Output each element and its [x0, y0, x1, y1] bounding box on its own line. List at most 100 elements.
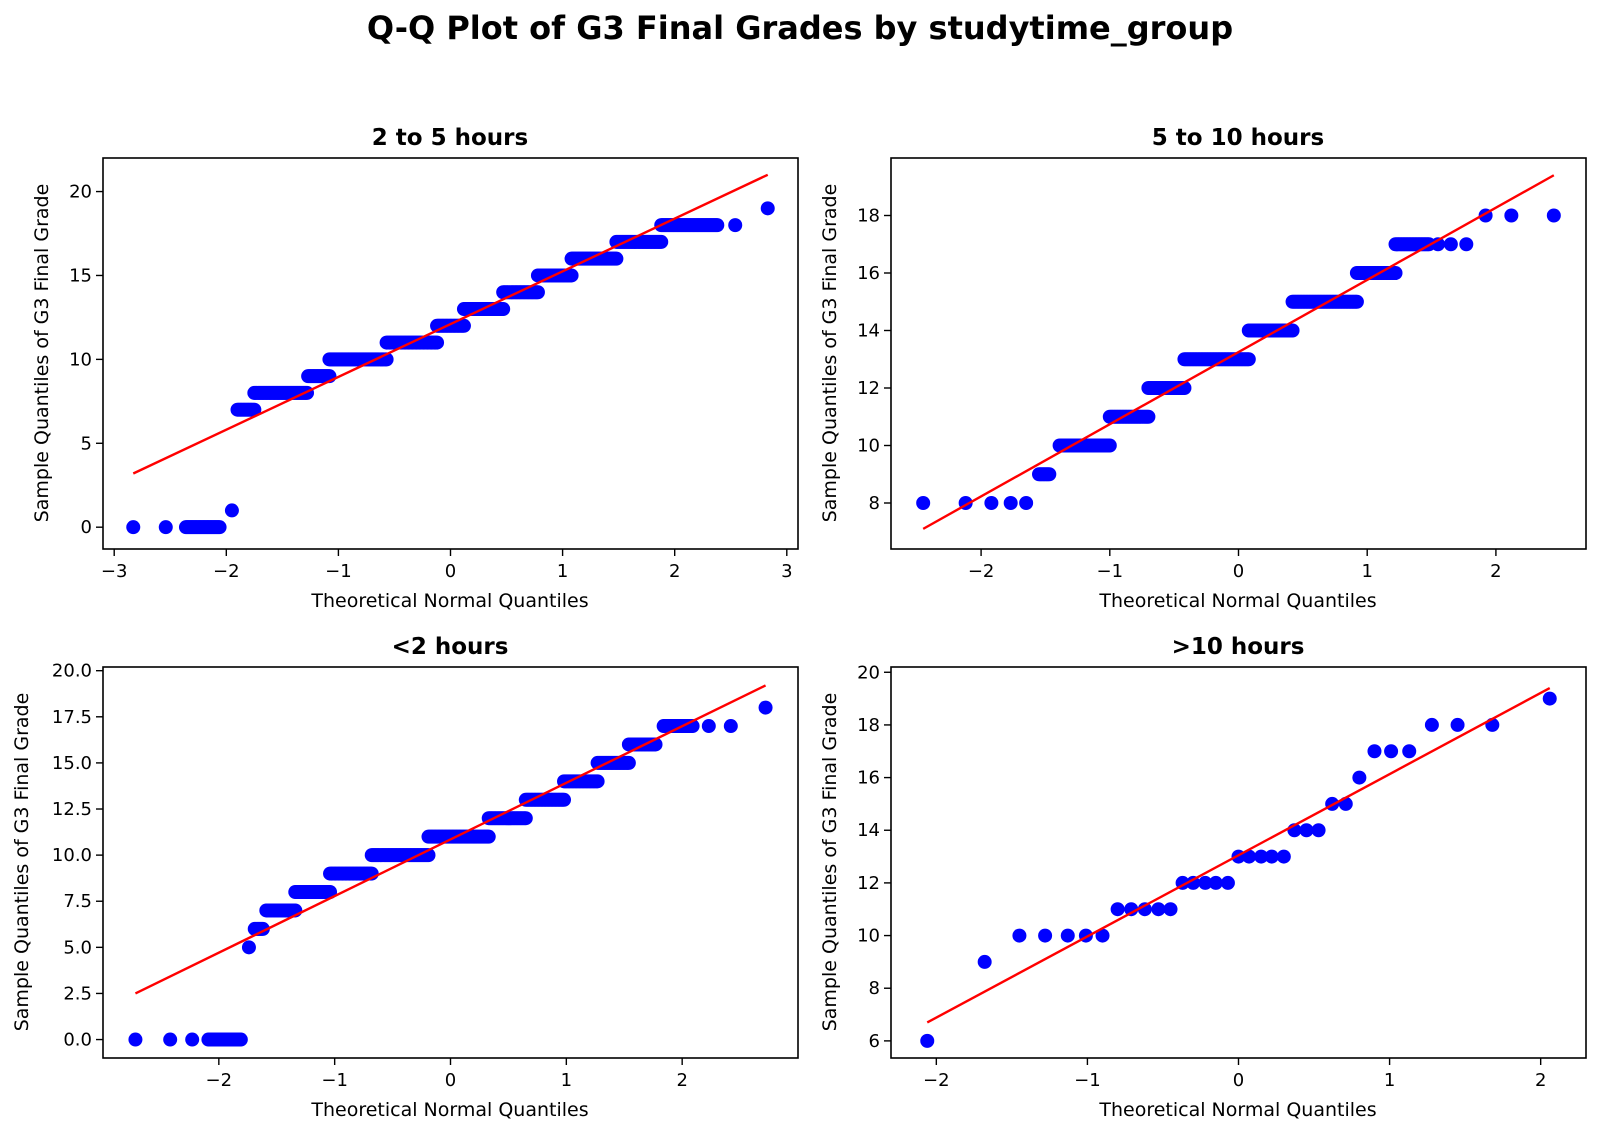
data-point: [1038, 928, 1053, 943]
y-tick-label: 2.5: [63, 983, 92, 1004]
data-point: [1276, 849, 1291, 864]
data-point: [728, 218, 743, 233]
data-point: [1352, 770, 1367, 785]
figure-title: Q-Q Plot of G3 Final Grades by studytime…: [367, 9, 1233, 47]
y-tick-label: 18: [857, 206, 880, 227]
x-tick-label: 1: [557, 561, 568, 582]
data-point: [1349, 294, 1364, 309]
data-point: [621, 755, 636, 770]
data-point: [701, 719, 716, 734]
data-point: [1060, 928, 1075, 943]
data-point: [1198, 875, 1213, 890]
data-point: [518, 811, 533, 826]
data-point: [126, 520, 141, 535]
data-point: [1124, 902, 1139, 917]
data-point: [1402, 744, 1417, 759]
data-point: [1546, 208, 1561, 223]
y-tick-label: 10.0: [52, 845, 92, 866]
x-tick-label: −2: [213, 561, 240, 582]
x-tick-label: 0: [445, 561, 456, 582]
x-tick-label: 3: [781, 561, 792, 582]
data-point: [977, 954, 992, 969]
reference-line: [134, 684, 767, 995]
y-tick-label: 0: [81, 517, 92, 538]
y-tick-label: 16: [857, 263, 880, 284]
panel-under-2-hours: <2 hours Theoretical Normal Quantiles Sa…: [11, 634, 799, 1121]
panel-5-to-10-hours: 5 to 10 hours Theoretical Normal Quantil…: [819, 125, 1587, 612]
data-point: [1504, 208, 1519, 223]
data-point: [654, 234, 669, 249]
y-tick-label: 18: [857, 715, 880, 736]
x-tick-label: −1: [1097, 561, 1124, 582]
data-point: [530, 285, 545, 300]
x-axis-label: Theoretical Normal Quantiles: [310, 590, 588, 612]
data-point: [212, 520, 227, 535]
x-tick-label: −3: [101, 561, 128, 582]
x-axis-label: Theoretical Normal Quantiles: [1098, 590, 1376, 612]
y-tick-label: 12: [857, 378, 880, 399]
y-tick-label: 16: [857, 768, 880, 789]
y-tick-label: 15: [69, 265, 92, 286]
data-point: [1285, 323, 1300, 338]
data-point: [760, 201, 775, 216]
data-point: [564, 268, 579, 283]
data-point: [158, 520, 173, 535]
y-tick-label: 20: [69, 182, 92, 203]
y-tick-label: 5.0: [63, 937, 92, 958]
data-point: [430, 335, 445, 350]
y-axis-label: Sample Quantiles of G3 Final Grade: [31, 184, 53, 523]
data-point: [481, 829, 496, 844]
data-point: [1241, 352, 1256, 367]
data-point: [1186, 875, 1201, 890]
y-tick-label: 12.5: [52, 799, 92, 820]
x-tick-label: 2: [1490, 561, 1501, 582]
x-tick-label: −2: [923, 1070, 950, 1091]
y-tick-label: 8: [869, 493, 880, 514]
data-point: [224, 503, 239, 518]
x-tick-label: 0: [445, 1070, 456, 1091]
x-tick-label: 2: [676, 1070, 687, 1091]
data-point: [1012, 928, 1027, 943]
x-axis-label: Theoretical Normal Quantiles: [1098, 1099, 1376, 1121]
x-tick-label: −2: [206, 1070, 233, 1091]
panel-title: <2 hours: [392, 634, 509, 660]
y-tick-label: 0.0: [63, 1030, 92, 1051]
y-tick-label: 10: [857, 926, 880, 947]
y-tick-label: 17.5: [52, 707, 92, 728]
data-point: [1208, 875, 1223, 890]
data-point: [723, 719, 738, 734]
data-point: [557, 792, 572, 807]
data-point: [1424, 717, 1439, 732]
panel-title: 2 to 5 hours: [372, 125, 528, 151]
y-tick-label: 6: [869, 1031, 880, 1052]
data-point: [128, 1032, 143, 1047]
data-point: [1042, 467, 1057, 482]
data-point: [1003, 496, 1018, 510]
panel-title: 5 to 10 hours: [1152, 125, 1324, 151]
x-tick-label: 1: [1361, 561, 1372, 582]
data-point: [1220, 875, 1235, 890]
x-tick-label: 1: [561, 1070, 572, 1091]
data-point: [456, 318, 471, 333]
y-axis-label: Sample Quantiles of G3 Final Grade: [819, 693, 841, 1032]
data-point: [1102, 438, 1117, 453]
data-point: [758, 700, 773, 715]
panel-2-to-5-hours: 2 to 5 hours Theoretical Normal Quantile…: [31, 125, 799, 612]
y-tick-label: 14: [857, 321, 880, 342]
y-axis-label: Sample Quantiles of G3 Final Grade: [819, 184, 841, 523]
panel-title: >10 hours: [1172, 634, 1305, 660]
data-point: [1299, 823, 1314, 838]
data-point: [241, 940, 256, 955]
data-point: [1542, 691, 1557, 706]
data-point: [233, 1032, 248, 1047]
data-point: [1384, 744, 1399, 759]
y-tick-label: 12: [857, 873, 880, 894]
y-axis-label: Sample Quantiles of G3 Final Grade: [11, 693, 33, 1032]
data-point: [1430, 237, 1445, 252]
data-point: [1459, 237, 1474, 252]
x-tick-label: −1: [1074, 1070, 1101, 1091]
data-point: [1264, 849, 1279, 864]
y-tick-label: 20: [857, 662, 880, 683]
